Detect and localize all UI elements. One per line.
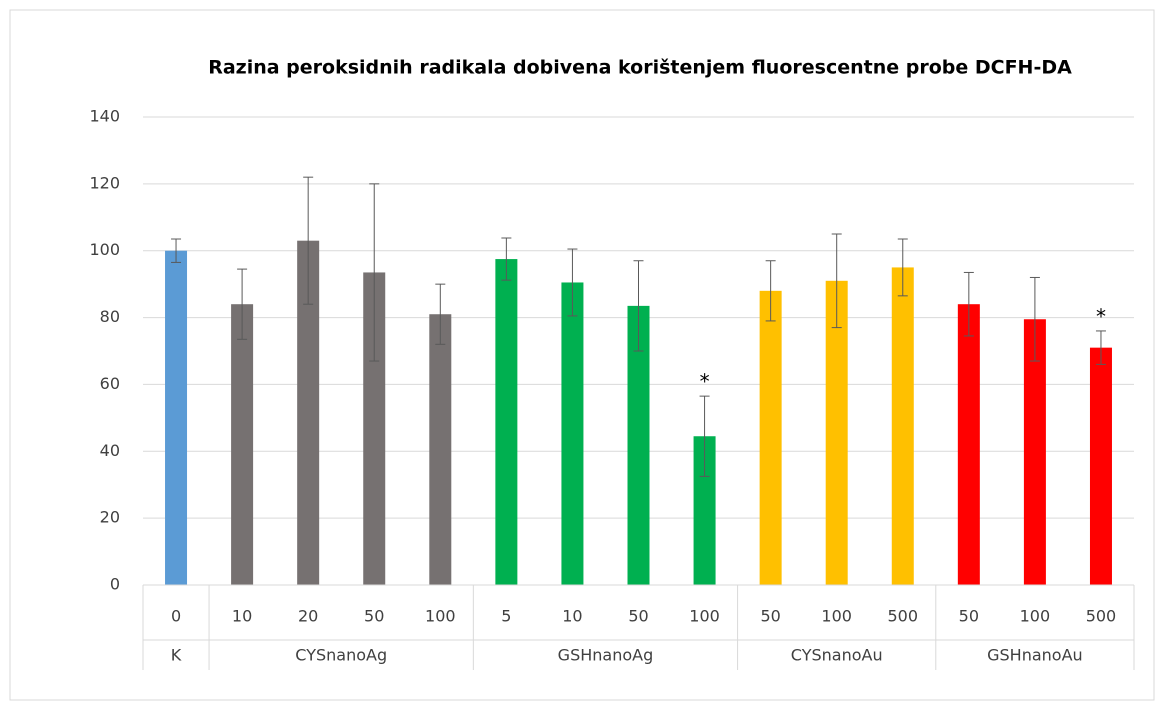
group-label: CYSnanoAu bbox=[791, 646, 883, 665]
x-tick-label: 100 bbox=[689, 607, 720, 626]
x-tick-label: 50 bbox=[760, 607, 780, 626]
bar bbox=[495, 259, 518, 585]
x-tick-label: 50 bbox=[628, 607, 648, 626]
y-tick-label: 20 bbox=[100, 508, 120, 527]
bar bbox=[429, 314, 452, 585]
group-label: K bbox=[171, 646, 182, 665]
x-tick-label: 100 bbox=[1020, 607, 1051, 626]
y-tick-label: 140 bbox=[89, 107, 120, 126]
bar bbox=[363, 272, 386, 585]
group-label: GSHnanoAg bbox=[558, 646, 654, 665]
bar bbox=[759, 290, 782, 585]
bar bbox=[561, 282, 584, 585]
x-tick-label: 10 bbox=[562, 607, 582, 626]
y-tick-label: 40 bbox=[100, 441, 120, 460]
bar bbox=[297, 240, 320, 585]
x-tick-label: 20 bbox=[298, 607, 318, 626]
bar bbox=[1089, 347, 1112, 585]
x-tick-label: 10 bbox=[232, 607, 252, 626]
bar bbox=[1023, 319, 1046, 585]
group-label: GSHnanoAu bbox=[987, 646, 1083, 665]
y-tick-label: 60 bbox=[100, 374, 120, 393]
x-tick-label: 50 bbox=[364, 607, 384, 626]
annotation: * bbox=[700, 370, 710, 394]
bar bbox=[231, 304, 254, 585]
bar bbox=[165, 250, 188, 585]
x-tick-label: 5 bbox=[501, 607, 511, 626]
annotation: * bbox=[1096, 304, 1106, 328]
bar bbox=[693, 436, 716, 585]
y-tick-label: 120 bbox=[89, 173, 120, 192]
x-tick-label: 100 bbox=[425, 607, 456, 626]
x-tick-label: 0 bbox=[171, 607, 181, 626]
y-tick-label: 80 bbox=[100, 307, 120, 326]
y-tick-label: 100 bbox=[89, 240, 120, 259]
bar bbox=[825, 280, 848, 585]
y-tick-label: 0 bbox=[110, 575, 120, 594]
x-tick-label: 500 bbox=[887, 607, 918, 626]
x-tick-label: 50 bbox=[959, 607, 979, 626]
bar bbox=[957, 304, 980, 585]
group-label: CYSnanoAg bbox=[295, 646, 387, 665]
bar bbox=[627, 305, 650, 585]
bar bbox=[891, 267, 914, 585]
x-tick-label: 100 bbox=[821, 607, 852, 626]
x-tick-label: 500 bbox=[1086, 607, 1117, 626]
chart-title: Razina peroksidnih radikala dobivena kor… bbox=[208, 57, 1072, 79]
